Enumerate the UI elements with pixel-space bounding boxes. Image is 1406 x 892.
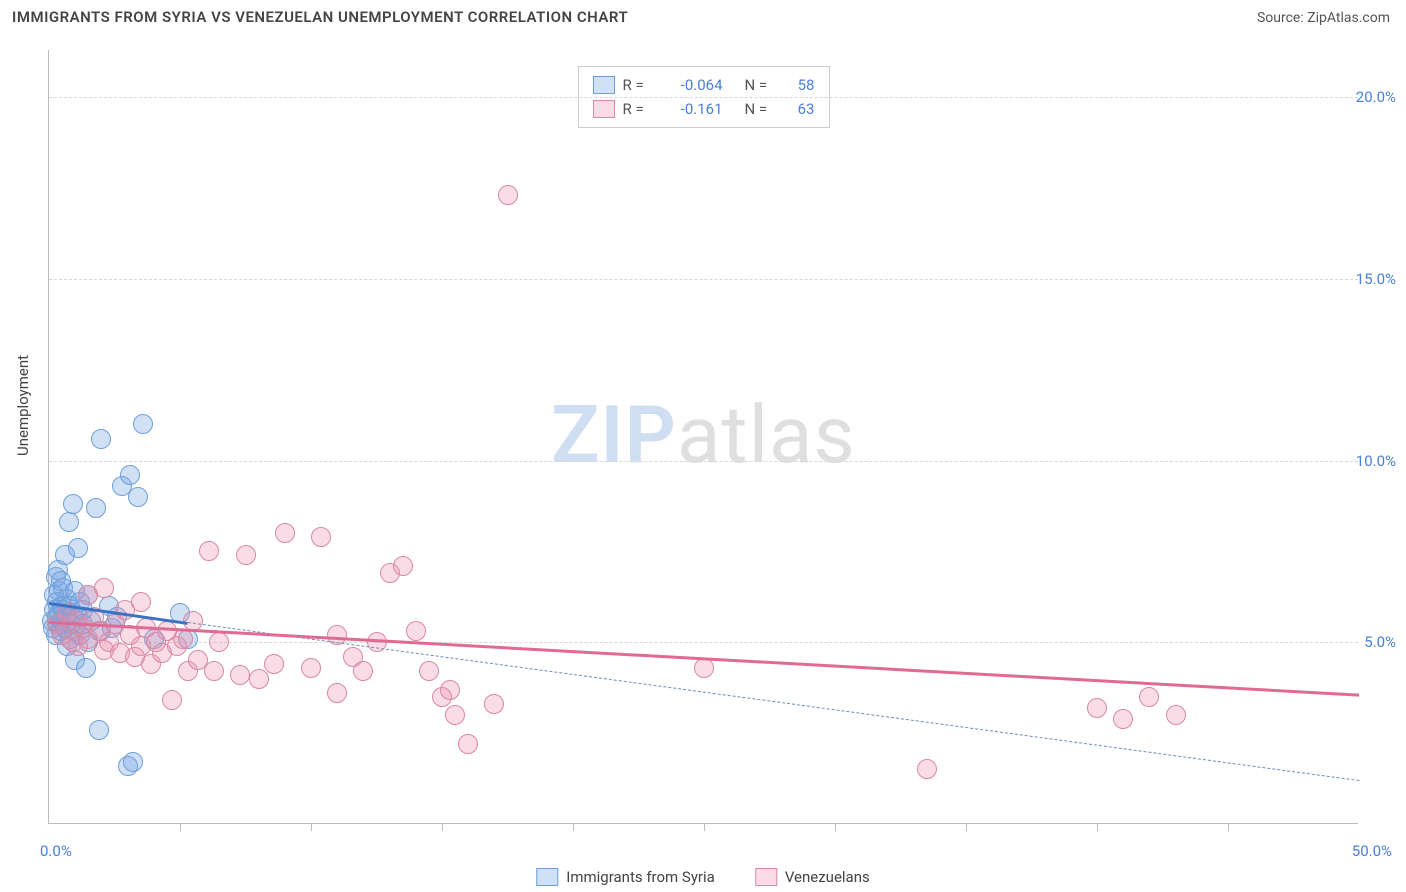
scatter-point-venezuelans xyxy=(1087,698,1107,718)
scatter-point-syria xyxy=(91,429,111,449)
scatter-point-syria xyxy=(76,658,96,678)
scatter-point-venezuelans xyxy=(183,611,203,631)
watermark-zip: ZIP xyxy=(551,388,677,482)
x-max-label: 50.0% xyxy=(1352,842,1392,860)
scatter-point-venezuelans xyxy=(311,527,331,547)
trend-line xyxy=(49,621,1359,697)
scatter-point-venezuelans xyxy=(230,665,250,685)
scatter-point-syria xyxy=(63,494,83,514)
scatter-point-syria xyxy=(133,414,153,434)
legend-series-name: Immigrants from Syria xyxy=(566,868,715,886)
legend-R-value: -0.064 xyxy=(659,73,723,97)
scatter-point-venezuelans xyxy=(327,683,347,703)
scatter-point-venezuelans xyxy=(406,621,426,641)
scatter-point-venezuelans xyxy=(204,661,224,681)
legend-N-value: 63 xyxy=(781,97,815,121)
scatter-point-venezuelans xyxy=(199,541,219,561)
y-tick-label: 5.0% xyxy=(1364,633,1396,651)
scatter-point-venezuelans xyxy=(1166,705,1186,725)
legend-N-value: 58 xyxy=(781,73,815,97)
gridline xyxy=(49,461,1358,462)
plot-area: ZIPatlas R = -0.064 N = 58 R = -0.161 N = 63 xyxy=(48,50,1358,824)
legend-series-name: Venezuelans xyxy=(785,868,870,886)
watermark-atlas: atlas xyxy=(677,388,856,482)
y-tick-label: 10.0% xyxy=(1356,452,1396,470)
legend-row-venezuelans: R = -0.161 N = 63 xyxy=(593,97,815,121)
scatter-point-syria xyxy=(89,720,109,740)
scatter-point-venezuelans xyxy=(419,661,439,681)
scatter-point-venezuelans xyxy=(236,545,256,565)
legend-item-venezuelans: Venezuelans xyxy=(755,868,870,886)
x-tick xyxy=(704,823,705,831)
scatter-point-venezuelans xyxy=(917,759,937,779)
scatter-point-venezuelans xyxy=(162,690,182,710)
scatter-point-venezuelans xyxy=(353,661,373,681)
scatter-point-venezuelans xyxy=(498,185,518,205)
scatter-point-venezuelans xyxy=(458,734,478,754)
scatter-point-venezuelans xyxy=(484,694,504,714)
scatter-point-venezuelans xyxy=(301,658,321,678)
legend-item-syria: Immigrants from Syria xyxy=(536,868,715,886)
gridline xyxy=(49,97,1358,98)
legend-R-label: R = xyxy=(623,73,651,97)
x-min-label: 0.0% xyxy=(40,842,72,860)
y-tick-label: 15.0% xyxy=(1356,270,1396,288)
legend-row-syria: R = -0.064 N = 58 xyxy=(593,73,815,97)
x-tick xyxy=(442,823,443,831)
scatter-point-venezuelans xyxy=(94,578,114,598)
scatter-point-syria xyxy=(86,498,106,518)
scatter-point-venezuelans xyxy=(445,705,465,725)
legend-swatch xyxy=(593,100,615,118)
scatter-point-syria xyxy=(120,465,140,485)
source-label: Source: ZipAtlas.com xyxy=(1257,10,1390,26)
scatter-point-syria xyxy=(59,512,79,532)
scatter-point-syria xyxy=(123,752,143,772)
chart-title: IMMIGRANTS FROM SYRIA VS VENEZUELAN UNEM… xyxy=(12,8,628,26)
scatter-point-venezuelans xyxy=(249,669,269,689)
x-tick xyxy=(573,823,574,831)
x-tick xyxy=(1228,823,1229,831)
watermark: ZIPatlas xyxy=(551,388,856,482)
legend-swatch xyxy=(593,76,615,94)
legend-N-label: N = xyxy=(745,73,773,97)
scatter-point-venezuelans xyxy=(275,523,295,543)
x-tick xyxy=(180,823,181,831)
legend-R-label: R = xyxy=(623,97,651,121)
scatter-point-venezuelans xyxy=(131,592,151,612)
scatter-point-venezuelans xyxy=(264,654,284,674)
x-tick xyxy=(311,823,312,831)
scatter-point-venezuelans xyxy=(209,632,229,652)
gridline xyxy=(49,642,1358,643)
legend-swatch xyxy=(536,868,558,886)
trend-line xyxy=(188,622,1359,781)
legend-R-value: -0.161 xyxy=(659,97,723,121)
legend-swatch xyxy=(755,868,777,886)
legend-N-label: N = xyxy=(745,97,773,121)
x-tick xyxy=(1097,823,1098,831)
scatter-point-venezuelans xyxy=(440,680,460,700)
chart-stage: ZIPatlas R = -0.064 N = 58 R = -0.161 N = 63 Un… xyxy=(0,36,1406,892)
scatter-point-venezuelans xyxy=(393,556,413,576)
legend-series: Immigrants from Syria Venezuelans xyxy=(536,868,869,886)
y-axis-label: Unemployment xyxy=(14,355,32,456)
x-tick xyxy=(966,823,967,831)
scatter-point-syria xyxy=(128,487,148,507)
scatter-point-venezuelans xyxy=(1113,709,1133,729)
scatter-point-syria xyxy=(68,538,88,558)
y-tick-label: 20.0% xyxy=(1356,88,1396,106)
scatter-point-venezuelans xyxy=(1139,687,1159,707)
gridline xyxy=(49,279,1358,280)
x-tick xyxy=(835,823,836,831)
